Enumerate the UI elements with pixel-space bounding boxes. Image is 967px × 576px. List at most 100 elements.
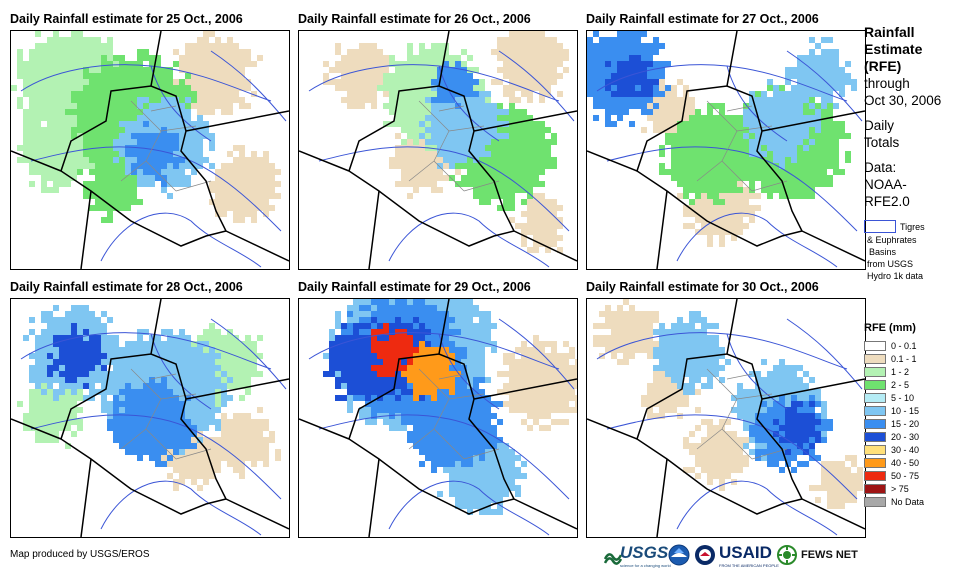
legend-row: 30 - 40 [864, 444, 964, 457]
map-svg [11, 299, 289, 537]
usgs-wave-icon [604, 553, 622, 565]
legend-swatch [864, 484, 886, 494]
legend-label: 40 - 50 [891, 458, 920, 468]
map-panel-28-oct: Daily Rainfall estimate for 28 Oct., 200… [10, 280, 290, 542]
map-panel-29-oct: Daily Rainfall estimate for 29 Oct., 200… [298, 280, 578, 542]
rainfall-cells [587, 31, 857, 247]
basin-line: from USGS [867, 259, 914, 269]
legend-row: 1 - 2 [864, 366, 964, 379]
basin-outline [596, 318, 863, 536]
totals-line: Daily [864, 118, 895, 133]
legend-label: No Data [891, 497, 925, 507]
map-panel-27-oct: Daily Rainfall estimate for 27 Oct., 200… [586, 12, 866, 274]
panel-title: Daily Rainfall estimate for 26 Oct., 200… [298, 12, 531, 26]
panel-title: Daily Rainfall estimate for 30 Oct., 200… [586, 280, 819, 294]
country-border [299, 31, 577, 269]
basin-outline-swatch [864, 220, 896, 233]
rainfall-map [298, 298, 578, 538]
basin-line: Tigres [900, 222, 925, 232]
fews-flower-icon [777, 545, 797, 565]
legend-row: 0 - 0.1 [864, 340, 964, 353]
legend-row: 0.1 - 1 [864, 353, 964, 366]
rainfall-cells [17, 305, 281, 491]
basin-line: Hydro 1k data [867, 271, 924, 281]
basin-outline [308, 318, 575, 536]
province-lines [696, 100, 788, 192]
basin-line: & Euphrates [867, 235, 917, 245]
country-border [11, 299, 289, 537]
basin-outline [20, 318, 287, 536]
legend-label: 1 - 2 [891, 367, 910, 377]
credit-text: Map produced by USGS/EROS [10, 549, 150, 560]
basin-outline [308, 50, 575, 268]
map-panel-25-oct: Daily Rainfall estimate for 25 Oct., 200… [10, 12, 290, 274]
basin-outline [20, 50, 287, 268]
legend-row: 50 - 75 [864, 470, 964, 483]
rfe-legend: RFE (mm) 0 - 0.1 0.1 - 1 1 - 2 2 - 5 5 - 10 1… [864, 322, 964, 509]
legend-swatch [864, 471, 886, 481]
legend-row: No Data [864, 496, 964, 509]
panel-title: Daily Rainfall estimate for 29 Oct., 200… [298, 280, 531, 294]
basin-outline [596, 50, 863, 268]
legend-swatch [864, 380, 886, 390]
map-svg [299, 299, 577, 537]
usaid-seal-icon [695, 545, 715, 565]
province-lines [408, 368, 500, 460]
panel-title: Daily Rainfall estimate for 28 Oct., 200… [10, 280, 243, 294]
legend-row: 2 - 5 [864, 379, 964, 392]
country-border [11, 31, 289, 269]
legend-label: 10 - 15 [891, 406, 920, 416]
rainfall-map [298, 30, 578, 270]
map-description: Rainfall Estimate (RFE) through Oct 30, … [864, 24, 964, 284]
legend-label: 0.1 - 1 [891, 354, 917, 364]
legend-row: > 75 [864, 483, 964, 496]
rainfall-cells [11, 31, 281, 223]
legend-label: 50 - 75 [891, 471, 920, 481]
legend-swatch [864, 497, 886, 507]
legend-swatch [864, 419, 886, 429]
logo-strip: USGS science for a changing world USAID … [604, 541, 862, 571]
map-svg [587, 299, 865, 537]
rainfall-cells [323, 299, 577, 515]
data-line: RFE2.0 [864, 194, 910, 209]
province-lines [696, 368, 788, 460]
legend-label: 20 - 30 [891, 432, 920, 442]
legend-row: 5 - 10 [864, 392, 964, 405]
title-line: Rainfall [864, 24, 915, 40]
rainfall-map [586, 298, 866, 538]
country-border [587, 31, 865, 269]
basin-key: Tigres & Euphrates Basins from USGS Hydr… [864, 220, 964, 284]
rainfall-cells [593, 299, 863, 509]
legend-label: > 75 [891, 484, 909, 494]
data-line: NOAA- [864, 177, 907, 192]
date-text: Oct 30, 2006 [864, 93, 942, 108]
panel-title: Daily Rainfall estimate for 27 Oct., 200… [586, 12, 819, 26]
legend-label: 15 - 20 [891, 419, 920, 429]
province-lines [120, 100, 212, 192]
legend-row: 15 - 20 [864, 418, 964, 431]
map-panel-30-oct: Daily Rainfall estimate for 30 Oct., 200… [586, 280, 866, 542]
province-lines [120, 368, 212, 460]
title-line: Estimate [864, 41, 923, 57]
legend-swatch [864, 406, 886, 416]
totals-line: Totals [864, 135, 900, 150]
map-panel-26-oct: Daily Rainfall estimate for 26 Oct., 200… [298, 12, 578, 274]
legend-label: 2 - 5 [891, 380, 910, 390]
legend-row: 40 - 50 [864, 457, 964, 470]
map-svg [587, 31, 865, 269]
map-svg [299, 31, 577, 269]
basin-line: Basins [869, 247, 897, 257]
country-border [299, 299, 577, 537]
legend-swatch [864, 445, 886, 455]
panel-title: Daily Rainfall estimate for 25 Oct., 200… [10, 12, 243, 26]
legend-label: 0 - 0.1 [891, 341, 917, 351]
legend-swatch [864, 432, 886, 442]
rainfall-map [10, 30, 290, 270]
legend-swatch [864, 341, 886, 351]
country-border [587, 299, 865, 537]
legend-swatch [864, 393, 886, 403]
legend-row: 20 - 30 [864, 431, 964, 444]
legend-swatch [864, 458, 886, 468]
legend-swatch [864, 354, 886, 364]
title-line: (RFE) [864, 58, 902, 74]
